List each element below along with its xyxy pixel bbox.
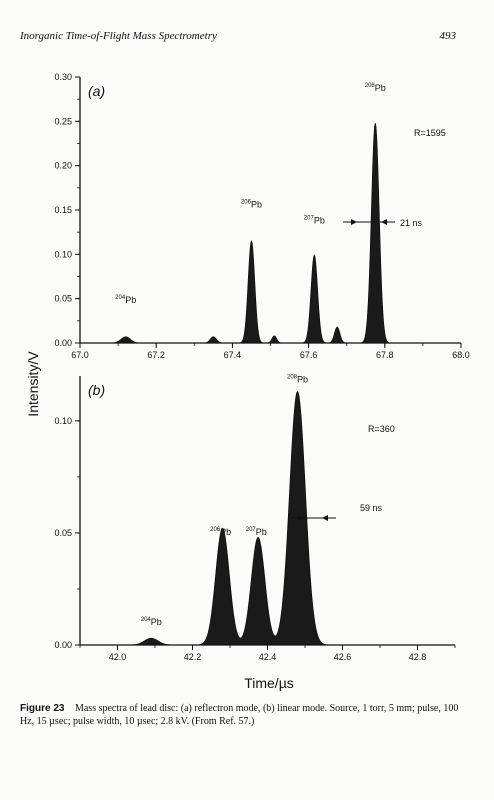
x-tick-label: 67.8 — [376, 350, 394, 360]
isotope-element: Pb — [220, 527, 231, 537]
resolution-label: R=1595 — [414, 128, 446, 138]
y-tick-label: 0.15 — [54, 205, 72, 215]
x-tick-label: 68.0 — [452, 350, 470, 360]
page-header: Inorganic Time-of-Flight Mass Spectromet… — [0, 30, 494, 50]
isotope-label: 208Pb — [287, 375, 308, 385]
page-number: 493 — [439, 30, 457, 42]
isotope-label: 206Pb — [241, 199, 262, 209]
isotope-element: Pb — [256, 527, 267, 537]
isotope-mass: 208 — [365, 83, 376, 89]
y-tick-label: 0.25 — [54, 116, 72, 126]
isotope-label: 207Pb — [246, 527, 267, 537]
isotope-element: Pb — [125, 295, 136, 305]
isotope-label: 206Pb — [210, 527, 231, 537]
y-tick-label: 0.10 — [54, 249, 72, 259]
y-tick-label: 0.00 — [54, 338, 72, 348]
fwhm-arrow-left — [351, 219, 357, 225]
y-axis-label: Intensity/V — [25, 351, 41, 417]
x-tick-label: 67.2 — [147, 350, 165, 360]
figure-label: Figure 23 — [20, 703, 65, 714]
x-tick-label: 42.2 — [184, 652, 202, 662]
panel-label: (b) — [88, 382, 105, 398]
y-tick-label: 0.05 — [54, 294, 72, 304]
isotope-element: Pb — [375, 83, 386, 93]
y-tick-label: 0.30 — [54, 72, 72, 82]
fwhm-label: 21 ns — [400, 218, 423, 228]
panel-label: (a) — [88, 83, 105, 99]
figure-caption: Figure 23 Mass spectra of lead disc: (a)… — [20, 702, 470, 728]
x-axis-label: Time/µs — [244, 675, 294, 691]
isotope-mass: 204 — [115, 295, 126, 301]
isotope-mass: 206 — [210, 527, 221, 533]
caption-text: Mass spectra of lead disc: (a) reflectro… — [20, 703, 459, 727]
x-tick-label: 42.0 — [109, 652, 127, 662]
x-tick-label: 67.0 — [71, 350, 89, 360]
isotope-label: 208Pb — [365, 83, 386, 93]
isotope-mass: 207 — [304, 215, 315, 221]
x-tick-label: 42.4 — [259, 652, 277, 662]
isotope-label: 204Pb — [115, 295, 136, 305]
fwhm-arrow-right — [322, 515, 328, 521]
fwhm-arrow-left — [298, 515, 304, 521]
spectrum-trace — [80, 391, 455, 646]
fwhm-arrow-right — [381, 219, 387, 225]
y-tick-label: 0.05 — [54, 528, 72, 538]
x-tick-label: 42.8 — [409, 652, 427, 662]
spectrum-trace — [80, 123, 461, 344]
mass-spectra-figure: Intensity/V Time/µs 0.00 0.05 0.10 0.15 0.20… — [25, 72, 470, 691]
running-title: Inorganic Time-of-Flight Mass Spectromet… — [20, 30, 217, 42]
isotope-mass: 208 — [287, 375, 298, 381]
isotope-element: Pb — [251, 199, 262, 209]
isotope-label: 204Pb — [141, 617, 162, 627]
isotope-element: Pb — [151, 617, 162, 627]
isotope-element: Pb — [297, 375, 308, 385]
resolution-label: R=360 — [368, 424, 395, 434]
isotope-mass: 204 — [141, 617, 152, 623]
x-tick-label: 42.6 — [334, 652, 352, 662]
isotope-mass: 206 — [241, 199, 252, 205]
isotope-element: Pb — [314, 215, 325, 225]
x-tick-label: 67.4 — [224, 350, 242, 360]
y-tick-label: 0.00 — [54, 640, 72, 650]
fwhm-label: 59 ns — [360, 503, 383, 513]
x-tick-label: 67.6 — [300, 350, 318, 360]
isotope-label: 207Pb — [304, 215, 325, 225]
panel-a: 0.00 0.05 0.10 0.15 0.20 0.25 0.30 67.0 67.2 67.4… — [54, 72, 469, 360]
y-tick-label: 0.20 — [54, 161, 72, 171]
y-tick-label: 0.10 — [54, 416, 72, 426]
isotope-mass: 207 — [246, 527, 257, 533]
